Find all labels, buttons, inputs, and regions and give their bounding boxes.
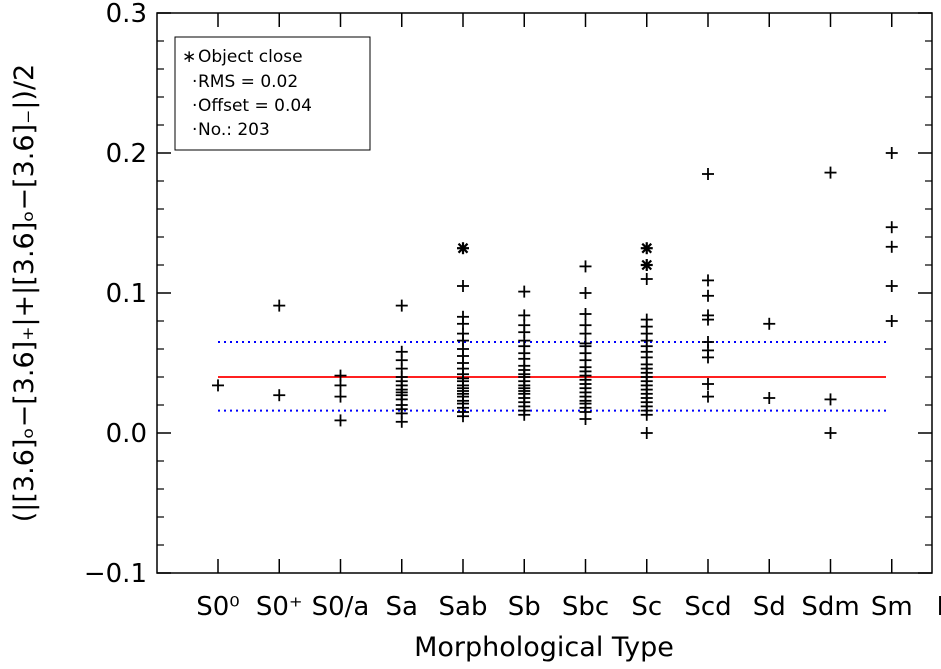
y-tick-label: 0.2 xyxy=(106,139,147,169)
data-point xyxy=(579,260,592,273)
x-tick-label: Scd xyxy=(684,592,731,622)
data-point-object-close xyxy=(640,242,653,255)
legend: ∗ Object close · RMS = 0.02 · Offset = 0… xyxy=(174,36,371,151)
data-point xyxy=(334,379,347,392)
x-tick-label: Sb xyxy=(508,592,541,622)
legend-marker-1: ∗ xyxy=(182,47,196,67)
legend-entry-4: No.: 203 xyxy=(198,120,270,140)
data-point xyxy=(273,299,286,312)
x-tick-label: S0/a xyxy=(312,592,370,622)
data-point xyxy=(702,378,714,390)
legend-entry-1: Object close xyxy=(198,47,303,67)
y-tick-labels: −0.1 0.0 0.1 0.2 0.3 xyxy=(84,0,147,589)
reference-lines xyxy=(218,341,886,412)
y-tick-label: −0.1 xyxy=(84,559,147,589)
data-point-object-close xyxy=(457,242,469,255)
legend-box xyxy=(174,36,371,151)
data-point xyxy=(640,408,653,421)
data-point xyxy=(702,313,714,326)
data-point xyxy=(395,299,408,312)
y-tick-label: 0.3 xyxy=(106,0,147,29)
data-point xyxy=(334,390,347,403)
x-tick-labels: S0⁰ S0⁺ S0/a Sa Sab Sb Sbc Sc Scd Sd Sdm Sm Im xyxy=(196,592,941,622)
data-point xyxy=(457,410,469,423)
data-point xyxy=(702,390,714,403)
legend-entry-3: Offset = 0.04 xyxy=(198,96,312,116)
x-tick-label: S0⁰ xyxy=(196,592,239,622)
y-axis-label: (|[3.6]ₒ−[3.6]₊|+|[3.6]ₒ−[3.6]₋|)/2 xyxy=(9,64,40,522)
data-point xyxy=(763,317,776,330)
x-axis-label: Morphological Type xyxy=(414,632,674,663)
data-point xyxy=(702,289,714,302)
data-point xyxy=(702,274,714,287)
y-tick-label: 0.1 xyxy=(106,279,147,309)
x-tick-label: Sab xyxy=(439,592,488,622)
data-point-object-close xyxy=(640,259,653,271)
y-tick-label: 0.0 xyxy=(106,419,147,449)
data-point xyxy=(885,280,898,292)
data-point xyxy=(579,287,592,299)
data-point xyxy=(763,392,776,404)
data-point xyxy=(273,389,286,402)
x-tick-label: S0⁺ xyxy=(256,592,303,622)
data-point xyxy=(579,413,592,425)
data-point xyxy=(334,414,347,427)
data-point xyxy=(702,168,714,180)
x-tick-label: Sd xyxy=(753,592,786,622)
data-point xyxy=(579,308,592,320)
data-point xyxy=(640,273,653,285)
x-tick-label: Sbc xyxy=(562,592,609,622)
ticks xyxy=(157,12,932,574)
data-point xyxy=(824,166,837,179)
x-tick-label: Sm xyxy=(871,592,913,622)
data-point xyxy=(824,393,837,406)
x-tick-label: Sdm xyxy=(801,592,859,622)
data-point xyxy=(824,427,837,439)
legend-entry-2: RMS = 0.02 xyxy=(198,72,298,92)
data-point xyxy=(395,415,408,428)
data-point xyxy=(885,147,898,159)
data-point xyxy=(212,379,224,392)
data-point xyxy=(457,280,469,292)
x-tick-label: Im xyxy=(937,592,941,622)
legend-marker-3: · xyxy=(192,96,197,116)
data-point xyxy=(518,408,531,421)
data-point xyxy=(885,221,898,234)
legend-marker-2: · xyxy=(192,72,197,92)
data-point xyxy=(885,315,898,327)
data-point xyxy=(640,427,653,439)
data-point xyxy=(518,285,531,298)
data-point xyxy=(885,240,898,253)
data-point xyxy=(702,351,714,364)
data-points xyxy=(212,147,898,439)
x-tick-label: Sc xyxy=(631,592,662,622)
x-tick-label: Sa xyxy=(386,592,418,622)
legend-marker-4: · xyxy=(192,120,197,140)
